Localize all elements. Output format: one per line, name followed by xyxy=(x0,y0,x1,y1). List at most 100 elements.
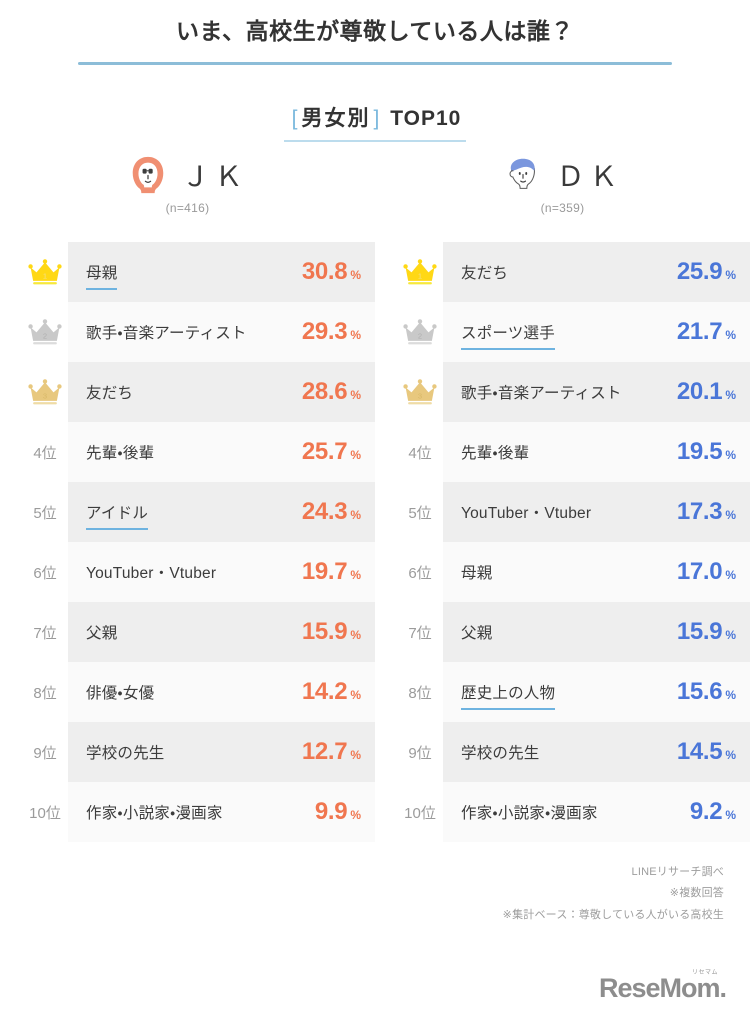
footnote: ※集計ベース：尊敬している人がいる高校生 xyxy=(502,908,724,921)
table-row: 10位 作家・小説家・漫画家 9.2% xyxy=(397,782,750,842)
subtitle-segment: 男女別 xyxy=(301,106,371,130)
percent-symbol: % xyxy=(725,748,736,762)
rank-label: 10位 xyxy=(404,804,436,822)
rank-item-label: 先輩・後輩 xyxy=(461,445,530,462)
rank-label: 5位 xyxy=(33,504,57,522)
rank-value-number: 21.7 xyxy=(676,318,723,345)
rank-bar: 学校の先生 12.7% xyxy=(68,722,375,782)
rank-label: 7位 xyxy=(33,624,57,642)
table-row: 5位 アイドル 24.3% xyxy=(22,482,375,542)
rank-bar: 作家・小説家・漫画家 9.2% xyxy=(443,782,750,842)
percent-symbol: % xyxy=(725,808,736,822)
rank-bar: 母親 17.0% xyxy=(443,542,750,602)
rank-value-number: 24.3 xyxy=(301,498,348,525)
rank-value-number: 25.7 xyxy=(301,438,348,465)
rank-item-label: 友だち xyxy=(461,265,509,282)
percent-symbol: % xyxy=(350,388,361,402)
rank-value-number: 20.1 xyxy=(676,378,723,405)
svg-text:1: 1 xyxy=(43,271,47,280)
rank-cell: 1 xyxy=(22,242,68,302)
rank-value-number: 9.2 xyxy=(689,798,723,825)
rank-value: 19.7% xyxy=(302,558,361,586)
crown-silver-icon: 2 xyxy=(28,319,62,345)
rank-value: 17.3% xyxy=(677,498,736,526)
rank-bar: 先輩・後輩 25.7% xyxy=(68,422,375,482)
subtitle-divider xyxy=(284,139,466,142)
rank-item-label: YouTuber・Vtuber xyxy=(461,505,592,522)
rank-value: 20.1% xyxy=(677,378,736,406)
percent-symbol: % xyxy=(725,388,736,402)
rank-item-label: 先輩・後輩 xyxy=(86,445,155,462)
rank-item-label: YouTuber・Vtuber xyxy=(86,565,217,582)
rank-bar: 先輩・後輩 19.5% xyxy=(443,422,750,482)
rank-value-number: 29.3 xyxy=(301,318,348,345)
rank-item-label: 作家・小説家・漫画家 xyxy=(461,805,598,822)
rank-bar: 友だち 28.6% xyxy=(68,362,375,422)
rank-value-number: 14.2 xyxy=(301,678,348,705)
column-label-jk: ＪＫ xyxy=(181,161,248,192)
svg-text:2: 2 xyxy=(43,331,47,340)
rank-item-label: 歌手・音楽アーティスト xyxy=(86,325,247,342)
rank-bar: 歌手・音楽アーティスト 20.1% xyxy=(443,362,750,422)
rank-item-label: アイドル xyxy=(86,501,149,530)
crown-bronze-icon: 3 xyxy=(403,379,437,405)
rank-bar: 母親 30.8% xyxy=(68,242,375,302)
rank-label: 6位 xyxy=(408,564,432,582)
rank-value: 15.6% xyxy=(677,678,736,706)
crown-gold-icon: 1 xyxy=(28,259,62,285)
rank-value: 14.5% xyxy=(677,738,736,766)
girl-face-icon xyxy=(127,154,169,196)
rank-value: 17.0% xyxy=(677,558,736,586)
percent-symbol: % xyxy=(350,448,361,462)
svg-text:1: 1 xyxy=(418,271,422,280)
table-row: 3 友だち 28.6% xyxy=(22,362,375,422)
rank-cell: 7位 xyxy=(22,602,68,662)
column-headers: ＪＫ (n=416) ＤＫ (n=359) xyxy=(0,152,750,215)
rank-cell: 9位 xyxy=(397,722,443,782)
ranking-table-jk: 1 母親 30.8% 2 歌手・音楽アーティスト 29.3% 3 友だち 28.6% 4位 先輩・後… xyxy=(0,242,375,842)
table-row: 5位 YouTuber・Vtuber 17.3% xyxy=(397,482,750,542)
rank-value-number: 19.7 xyxy=(301,558,348,585)
rank-item-label: 歌手・音楽アーティスト xyxy=(461,385,622,402)
bracket-close: ] xyxy=(373,106,381,130)
rank-value: 24.3% xyxy=(302,498,361,526)
rank-cell: 6位 xyxy=(397,542,443,602)
crown-bronze-icon: 3 xyxy=(28,379,62,405)
rank-value-number: 25.9 xyxy=(676,258,723,285)
rank-bar: 歴史上の人物 15.6% xyxy=(443,662,750,722)
rank-value: 19.5% xyxy=(677,438,736,466)
rank-value: 21.7% xyxy=(677,318,736,346)
table-row: 4位 先輩・後輩 25.7% xyxy=(22,422,375,482)
rank-cell: 4位 xyxy=(397,422,443,482)
rank-cell: 4位 xyxy=(22,422,68,482)
rank-label: 4位 xyxy=(408,444,432,462)
percent-symbol: % xyxy=(350,508,361,522)
rank-bar: 学校の先生 14.5% xyxy=(443,722,750,782)
rank-item-label: 友だち xyxy=(86,385,134,402)
rank-cell: 8位 xyxy=(397,662,443,722)
footnotes: LINEリサーチ調べ ※複数回答 ※集計ベース：尊敬している人がいる高校生 xyxy=(503,862,724,926)
table-row: 9位 学校の先生 14.5% xyxy=(397,722,750,782)
percent-symbol: % xyxy=(350,748,361,762)
ranking-table-dk: 1 友だち 25.9% 2 スポーツ選手 21.7% 3 歌手・音楽アーティスト 20.1% 4位… xyxy=(375,242,750,842)
rank-item-label: 歴史上の人物 xyxy=(461,681,556,710)
rank-label: 10位 xyxy=(29,804,61,822)
table-row: 4位 先輩・後輩 19.5% xyxy=(397,422,750,482)
sample-size-jk: (n=416) xyxy=(165,201,210,215)
percent-symbol: % xyxy=(350,328,361,342)
bracket-open: [ xyxy=(291,106,299,130)
svg-text:3: 3 xyxy=(43,391,47,400)
rank-cell: 1 xyxy=(397,242,443,302)
rank-cell: 3 xyxy=(397,362,443,422)
rank-bar: 歌手・音楽アーティスト 29.3% xyxy=(68,302,375,362)
rank-bar: 父親 15.9% xyxy=(443,602,750,662)
percent-symbol: % xyxy=(350,688,361,702)
rank-value-number: 17.0 xyxy=(676,558,723,585)
rank-cell: 5位 xyxy=(397,482,443,542)
rank-value: 12.7% xyxy=(302,738,361,766)
percent-symbol: % xyxy=(725,628,736,642)
column-header-jk: ＪＫ (n=416) xyxy=(0,152,375,215)
percent-symbol: % xyxy=(725,688,736,702)
table-row: 1 友だち 25.9% xyxy=(397,242,750,302)
rank-bar: 父親 15.9% xyxy=(68,602,375,662)
